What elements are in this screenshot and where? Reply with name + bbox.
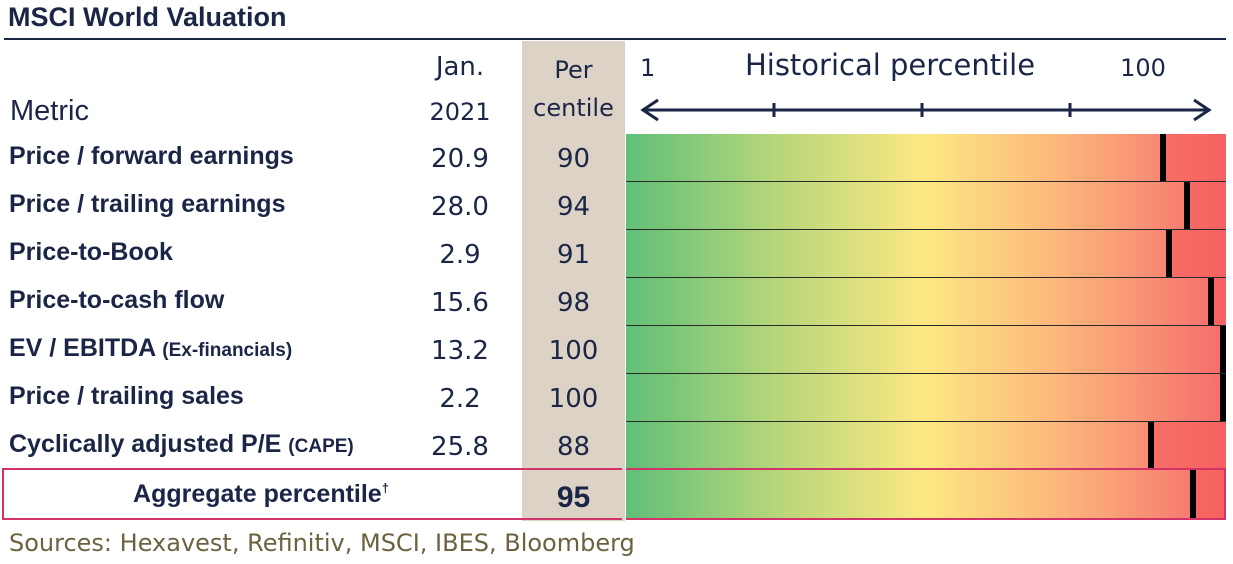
metric-percentile: 91: [556, 240, 591, 270]
axis-arrow-right: [1193, 98, 1212, 122]
percentile-bar: [626, 326, 1226, 373]
header-percentile-line1: Per: [554, 56, 593, 84]
table-row: Price-to-Book 2.9 91: [0, 230, 1226, 278]
metric-percentile: 90: [556, 144, 591, 174]
table-row: Price / forward earnings 20.9 90: [0, 134, 1226, 182]
table-row: EV / EBITDA (Ex-financials) 13.2 100: [0, 326, 1226, 374]
percentile-bar-marker: [1220, 326, 1226, 373]
table-row: Price-to-cash flow 15.6 98: [0, 278, 1226, 326]
metric-label-note: (CAPE): [288, 436, 354, 457]
aggregate-percentile-bar: [626, 470, 1226, 520]
metric-label-text: Price-to-cash flow: [9, 286, 225, 314]
header-percentile-line2: centile: [533, 94, 614, 122]
row-separator: [626, 277, 1226, 278]
percentile-bar-shade: [1172, 230, 1226, 277]
axis-min-label: 1: [640, 54, 656, 82]
aggregate-percentile: 95: [556, 481, 591, 514]
table-row: Cyclically adjusted P/E (CAPE) 25.8 88: [0, 422, 1226, 470]
axis-max-label: 100: [1120, 54, 1166, 82]
metric-percentile: 88: [556, 432, 591, 462]
title-rule: [4, 38, 1226, 40]
percentile-bar-marker: [1148, 422, 1154, 469]
aggregate-bar-marker: [1190, 470, 1196, 520]
table-row: Price / trailing sales 2.2 100: [0, 374, 1226, 422]
metric-percentile: 100: [548, 336, 599, 366]
percentile-column-background: [522, 41, 625, 521]
row-separator: [626, 229, 1226, 230]
metric-percentile: 94: [556, 192, 591, 222]
metric-label: Cyclically adjusted P/E (CAPE): [9, 430, 354, 459]
metric-percentile: 98: [556, 288, 591, 318]
metric-label: Price-to-cash flow: [9, 286, 224, 315]
chart-title: MSCI World Valuation: [8, 2, 287, 32]
source-note: Sources: Hexavest, Refinitiv, MSCI, IBES…: [9, 529, 635, 557]
metric-label-text: Price / trailing sales: [9, 382, 244, 410]
axis-arrow-left: [640, 98, 659, 122]
metric-label-note: (Ex-financials): [162, 340, 293, 361]
metric-value: 20.9: [431, 144, 489, 174]
metric-label: Price-to-Book: [9, 238, 173, 267]
metric-value: 13.2: [431, 336, 489, 366]
metric-label-text: Price-to-Book: [9, 238, 173, 266]
metric-value: 15.6: [431, 288, 489, 318]
aggregate-highlight-left: [2, 468, 622, 520]
aggregate-row: Aggregate percentile† 95: [0, 470, 1226, 520]
row-separator: [626, 181, 1226, 182]
percentile-bar-marker: [1208, 278, 1214, 325]
metric-label: Price / trailing sales: [9, 382, 244, 411]
percentile-bar-shade: [1154, 422, 1226, 469]
metric-label: Price / trailing earnings: [9, 190, 285, 219]
axis-title: Historical percentile: [744, 48, 1036, 82]
percentile-bar: [626, 134, 1226, 181]
percentile-bar-marker: [1184, 182, 1190, 229]
metric-label: EV / EBITDA (Ex-financials): [9, 334, 292, 363]
percentile-bar-shade: [1214, 278, 1226, 325]
percentile-bar-shade: [1190, 182, 1226, 229]
aggregate-highlight-right: [626, 468, 1226, 520]
metric-label-text: Price / forward earnings: [9, 142, 294, 170]
header-date-year: 2021: [429, 98, 491, 126]
metric-label-text: EV / EBITDA: [9, 334, 156, 362]
header-metric: Metric: [10, 95, 89, 127]
percentile-bar: [626, 230, 1226, 277]
row-separator: [626, 325, 1226, 326]
percentile-bar: [626, 182, 1226, 229]
aggregate-label-text: Aggregate percentile: [133, 480, 382, 508]
percentile-bar: [626, 374, 1226, 421]
aggregate-dagger: †: [381, 480, 389, 496]
metric-value: 28.0: [431, 192, 489, 222]
percentile-bar-marker: [1220, 374, 1226, 421]
percentile-bar-shade: [1166, 134, 1226, 181]
metric-value: 25.8: [431, 432, 489, 462]
aggregate-bar-shade: [1196, 470, 1226, 520]
header-date-month: Jan.: [435, 52, 485, 82]
historical-percentile-axis: [640, 98, 1212, 122]
row-separator: [626, 373, 1226, 374]
metric-value: 2.9: [439, 240, 481, 270]
percentile-bar-marker: [1166, 230, 1172, 277]
metric-label: Price / forward earnings: [9, 142, 294, 171]
metric-value: 2.2: [439, 384, 481, 414]
percentile-bar: [626, 278, 1226, 325]
metric-label-text: Cyclically adjusted P/E: [9, 430, 282, 458]
table-row: Price / trailing earnings 28.0 94: [0, 182, 1226, 230]
aggregate-label: Aggregate percentile†: [0, 480, 522, 509]
metric-label-text: Price / trailing earnings: [9, 190, 286, 218]
metric-percentile: 100: [548, 384, 599, 414]
percentile-bar: [626, 422, 1226, 469]
percentile-bar-marker: [1160, 134, 1166, 181]
row-separator: [626, 421, 1226, 422]
